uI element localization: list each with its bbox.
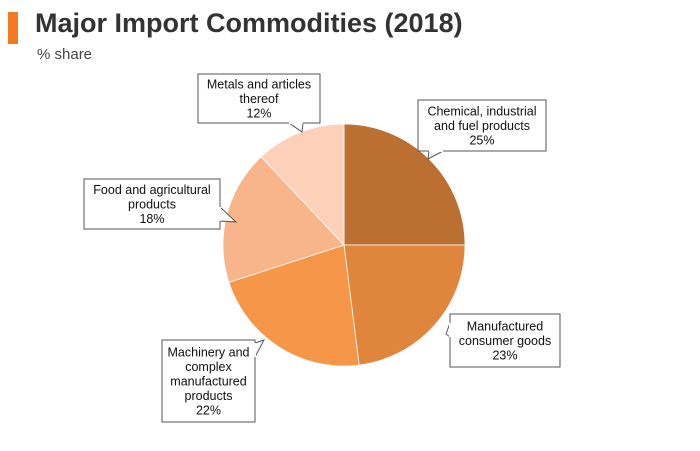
slice-value-label: 25% — [469, 134, 494, 148]
chart-subtitle: % share — [37, 46, 93, 63]
slice-value-label: 18% — [139, 212, 164, 226]
pie-slice-2 — [343, 244, 466, 366]
slice-category-label: and fuel products — [434, 119, 530, 133]
pie-slice-3 — [228, 244, 360, 367]
slice-category-label: Chemical, industrial — [427, 105, 536, 119]
pie-slice-5 — [260, 123, 345, 247]
slice-category-label: manufactured — [170, 375, 246, 389]
slice-category-label: Metals and articles — [207, 78, 311, 92]
slice-category-label: products — [185, 389, 233, 403]
slice-category-label: thereof — [240, 92, 279, 106]
title-accent-bar — [8, 12, 18, 44]
slice-value-label: 22% — [196, 404, 221, 418]
chart-title: Major Import Commodities (2018) — [35, 8, 463, 38]
slice-category-label: Food and agricultural — [93, 183, 210, 197]
slice-category-label: consumer goods — [459, 334, 551, 348]
pie-slice-1 — [343, 123, 466, 246]
slice-label-callout-3: Machinery andcomplexmanufacturedproducts… — [161, 339, 266, 423]
slice-category-label: products — [128, 198, 176, 212]
slice-value-label: 23% — [492, 349, 517, 363]
slice-category-label: Machinery and — [168, 346, 250, 360]
slice-value-label: 12% — [246, 107, 271, 121]
slice-category-label: complex — [185, 360, 232, 374]
slice-category-label: Manufactured — [467, 320, 543, 334]
